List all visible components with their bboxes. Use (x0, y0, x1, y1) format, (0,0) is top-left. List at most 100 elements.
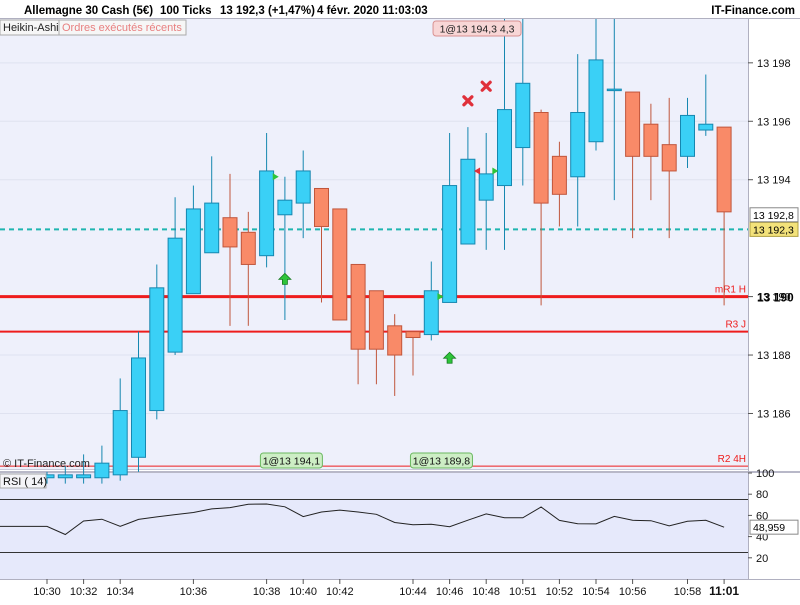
candle-body[interactable] (332, 208, 348, 321)
price-box (749, 207, 799, 223)
candle-body[interactable] (405, 331, 421, 339)
pivot-label: R2 4H (718, 454, 746, 465)
time-tick-label: 11:01 (709, 584, 739, 598)
price-tick-label: 13 194 (757, 175, 791, 187)
last-price-label: 13 192,3 (753, 224, 794, 236)
execution-tag-icon (272, 173, 279, 181)
candle-body[interactable] (185, 208, 201, 295)
candle-body[interactable] (588, 59, 604, 143)
trade-badge-label: 1@13 189,8 (413, 456, 471, 468)
time-tick-label: 10:42 (326, 586, 354, 598)
rsi-plot-area[interactable] (0, 473, 748, 579)
candle-body[interactable] (606, 88, 622, 92)
time-tick-label: 10:48 (472, 586, 500, 598)
buy-arrow-icon[interactable] (277, 272, 292, 285)
price-tick-label: 13 196 (757, 116, 791, 128)
candle-body[interactable] (167, 237, 183, 353)
price-box-label: 13 192,8 (753, 210, 794, 222)
candle-body[interactable] (277, 199, 293, 216)
price-tick-label: 13 186 (757, 408, 791, 420)
rsi-tick-label: 80 (756, 489, 768, 501)
time-tick-label: 10:44 (399, 586, 427, 598)
candle-body[interactable] (94, 462, 110, 479)
candle-body[interactable] (442, 185, 458, 303)
candle-body[interactable] (716, 126, 732, 213)
candle-body[interactable] (112, 410, 128, 476)
brand-label[interactable]: IT-Finance.com (711, 5, 795, 17)
time-tick-label: 10:56 (619, 586, 647, 598)
candle-body[interactable] (533, 112, 549, 204)
candle-body[interactable] (259, 170, 275, 257)
candle-body[interactable] (149, 287, 165, 412)
execution-tag-icon (437, 293, 444, 301)
candle-body[interactable] (570, 112, 586, 178)
time-tick-label: 10:34 (106, 586, 134, 598)
candle-body[interactable] (661, 144, 677, 172)
instrument-name: Allemagne 30 Cash (5€) (24, 5, 153, 17)
candle-body[interactable] (625, 91, 641, 157)
time-tick-label: 10:36 (180, 586, 208, 598)
candle-body[interactable] (680, 114, 695, 157)
highlighted-price-label: 13 190 (757, 291, 794, 305)
main-plot-area[interactable] (0, 19, 748, 469)
price-tick-label: 13 188 (757, 350, 791, 362)
execution-tag-icon (492, 167, 499, 175)
execution-tag-icon (474, 167, 481, 175)
rsi-tick-label: 100 (756, 468, 774, 480)
top-trade-badge[interactable] (432, 20, 522, 37)
last-price-box (749, 221, 799, 237)
rsi-line (0, 503, 725, 536)
candle-body[interactable] (368, 290, 384, 350)
price-axis[interactable] (748, 19, 800, 469)
sell-cross-stroke (462, 95, 474, 107)
rsi-label-box[interactable] (0, 473, 47, 489)
candle-body[interactable] (698, 123, 714, 131)
buy-arrow-icon[interactable] (442, 351, 457, 364)
price-grid (0, 62, 748, 414)
sell-cross-icon[interactable] (480, 80, 492, 92)
recent-orders-label: Ordres exécutés récents (62, 22, 182, 34)
price-tick-label: 13 198 (757, 58, 791, 70)
time-axis (0, 579, 800, 600)
candle-body[interactable] (314, 187, 329, 227)
recent-orders-button[interactable] (58, 19, 187, 36)
candle-body[interactable] (240, 231, 256, 265)
time-tick-label: 10:52 (546, 586, 574, 598)
trade-badge-label: 1@13 194,1 (263, 456, 321, 468)
time-ticks: 10:30 10:32 10:34 10:36 10:38 10:40 10:42 10:44… (33, 579, 739, 598)
candle-body[interactable] (423, 290, 439, 336)
candles (39, 19, 732, 484)
price-ticks: 13 186 13 188 13 190 13 194 13 196 13 198 (748, 58, 791, 420)
pivot-label: R3 J (725, 320, 746, 331)
candle-body[interactable] (643, 123, 659, 157)
candle-body[interactable] (295, 170, 311, 204)
candle-body[interactable] (204, 202, 220, 254)
rsi-tick-label: 20 (756, 553, 768, 565)
candle-body[interactable] (497, 109, 512, 187)
trade-markers: 1@13 194,1 1@13 189,8 1@13 194,3 4,3 (259, 20, 522, 469)
time-tick-label: 10:30 (33, 586, 61, 598)
time-tick-label: 10:32 (70, 586, 98, 598)
candle-body[interactable] (131, 357, 146, 458)
candle-body[interactable] (350, 263, 366, 350)
sell-cross-icon[interactable] (462, 95, 474, 107)
candle-body[interactable] (222, 217, 238, 248)
candle-body[interactable] (387, 325, 403, 356)
time-tick-label: 10:54 (582, 586, 610, 598)
trade-badge[interactable] (259, 452, 323, 469)
title-bar (0, 0, 800, 19)
candle-body[interactable] (76, 474, 92, 479)
candle-body[interactable] (478, 173, 494, 201)
heikin-ashi-label: Heikin-Ashi (3, 22, 59, 34)
time-tick-label: 10:38 (253, 586, 281, 598)
candle-body[interactable] (460, 158, 476, 245)
trade-badge[interactable] (409, 452, 473, 469)
candle-body[interactable] (551, 155, 567, 195)
rsi-label: RSI ( 14) (3, 476, 47, 488)
rsi-tick-label: 60 (756, 510, 768, 522)
candle-body[interactable] (515, 82, 531, 149)
axis-highlight-bg (749, 289, 800, 304)
candle-body[interactable] (57, 474, 73, 479)
rsi-value-label: 48,959 (753, 522, 785, 534)
